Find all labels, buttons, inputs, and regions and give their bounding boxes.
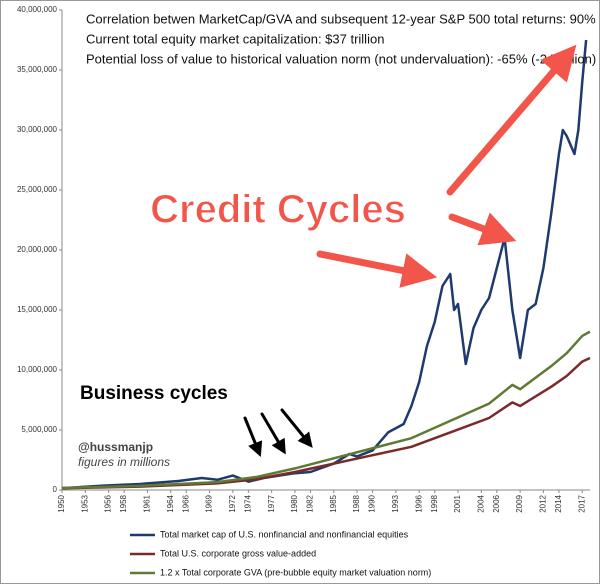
x-tick-label: 1964	[166, 494, 175, 512]
red-arrows	[316, 44, 577, 288]
series-line	[61, 356, 591, 490]
y-tick-label: 5,000,000	[21, 425, 57, 434]
header-line: Current total equity market capitalizati…	[86, 31, 384, 46]
x-tick-label: 1961	[143, 494, 152, 512]
x-tick-label: 1985	[329, 494, 338, 512]
x-tick-label: 2017	[577, 494, 586, 512]
x-tick-label: 1950	[57, 494, 66, 512]
x-tick-label: 2004	[476, 494, 485, 512]
x-tick-label: 2009	[515, 494, 524, 512]
y-tick-label: 10,000,000	[17, 365, 58, 374]
y-tick-label: 40,000,000	[17, 5, 58, 14]
x-tick-label: 2012	[539, 494, 548, 512]
y-tick-label: 35,000,000	[17, 65, 58, 74]
x-tick-label: 1993	[391, 494, 400, 512]
units-note: figures in millions	[78, 455, 170, 469]
x-tick-label: 1974	[243, 494, 252, 512]
black-arrows	[243, 408, 313, 457]
series-line	[61, 330, 591, 490]
x-tick-label: 1996	[414, 494, 423, 512]
y-tick-label: 0	[53, 485, 58, 494]
x-tick-label: 1972	[228, 494, 237, 512]
handle: @hussmanjp	[78, 440, 153, 454]
legend-label: Total market cap of U.S. nonfinancial an…	[160, 529, 409, 539]
x-tick-label: 2001	[453, 494, 462, 512]
x-tick-label: 1980	[290, 494, 299, 512]
x-tick-label: 2006	[492, 494, 501, 512]
business-cycles-label: Business cycles	[80, 383, 228, 404]
x-tick-label: 1958	[119, 494, 128, 512]
y-tick-label: 20,000,000	[17, 245, 58, 254]
x-tick-label: 1953	[80, 494, 89, 512]
x-tick-label: 1956	[104, 494, 113, 512]
x-tick-label: 1998	[430, 494, 439, 512]
x-tick-label: 1982	[306, 494, 315, 512]
y-tick-label: 25,000,000	[17, 185, 58, 194]
x-tick-label: 1969	[205, 494, 214, 512]
y-tick-label: 30,000,000	[17, 125, 58, 134]
x-tick-label: 1966	[181, 494, 190, 512]
legend-label: Total U.S. corporate gross value-added	[160, 548, 316, 558]
x-tick-label: 1977	[267, 494, 276, 512]
header-line: Correlation betwen MarketCap/GVA and sub…	[86, 11, 596, 26]
legend-label: 1.2 x Total corporate GVA (pre-bubble eq…	[160, 567, 431, 577]
x-tick-label: 2014	[554, 494, 563, 512]
header-line: Potential loss of value to historical va…	[86, 51, 596, 66]
y-tick-label: 15,000,000	[17, 305, 58, 314]
x-tick-label: 1988	[352, 494, 361, 512]
x-tick-label: 1990	[368, 494, 377, 512]
credit-cycles-label: Credit Cycles	[150, 188, 406, 232]
